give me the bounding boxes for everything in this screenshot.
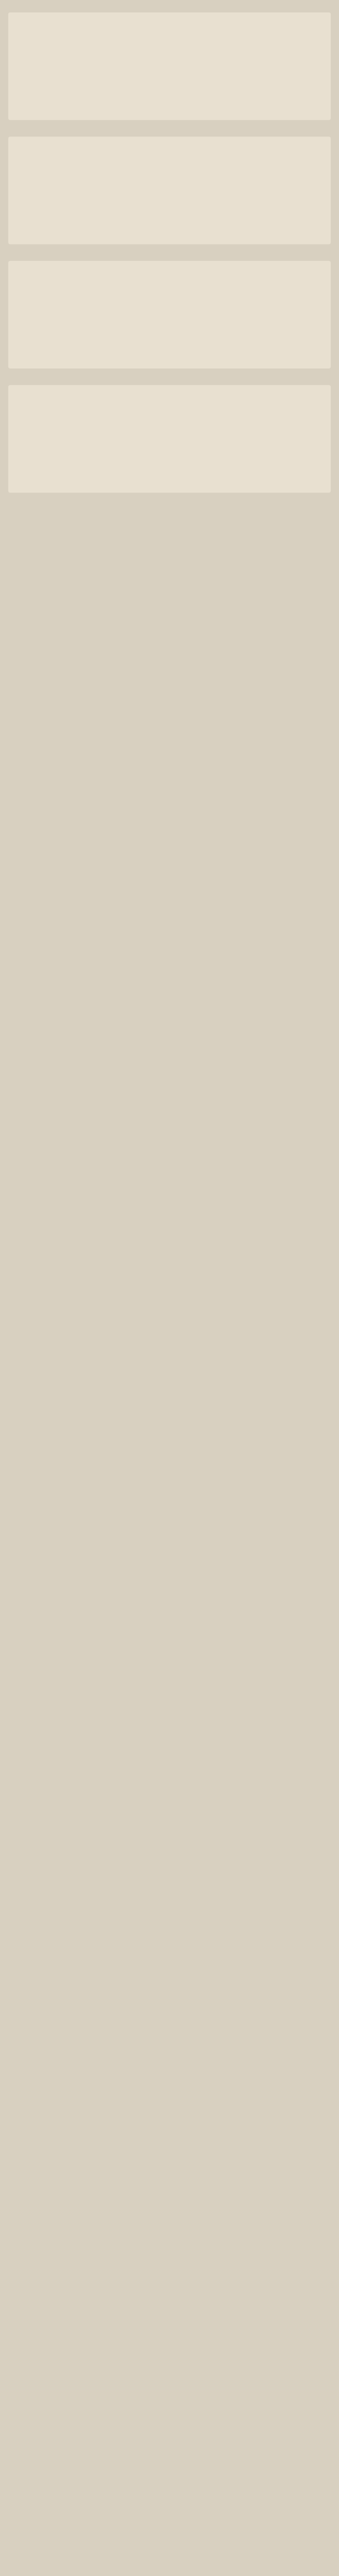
FancyBboxPatch shape	[8, 260, 331, 368]
FancyBboxPatch shape	[8, 137, 331, 245]
FancyBboxPatch shape	[8, 13, 331, 121]
FancyBboxPatch shape	[8, 384, 331, 492]
